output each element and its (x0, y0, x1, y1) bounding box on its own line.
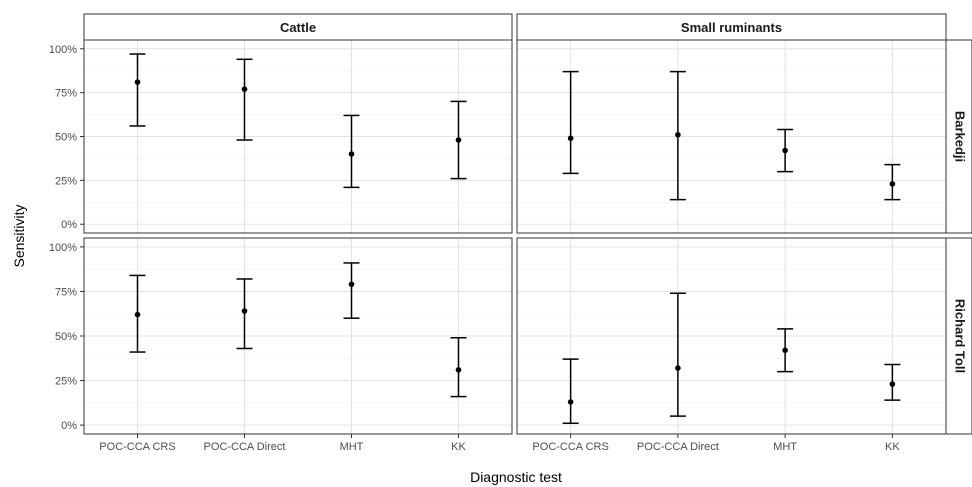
chart-area: Cattle Small ruminants Barkedji Richard Tol… (49, 13, 972, 453)
facet-row-strip-1 (945, 237, 972, 435)
facet-row-strip-0 (945, 39, 972, 234)
x-tick-label: POC-CCA Direct (204, 441, 286, 453)
facet-strip-0 (83, 13, 513, 41)
y-tick-label: 25% (55, 175, 77, 187)
y-axis-title: Sensitivity (11, 204, 27, 267)
x-tick-label: KK (885, 441, 900, 453)
point-estimate-poc-cca-crs (567, 399, 574, 405)
panel-1-0 (83, 237, 513, 435)
point-estimate-kk (889, 381, 896, 387)
x-tick-label: POC-CCA CRS (99, 441, 175, 453)
y-tick-label: 0% (61, 420, 77, 432)
point-estimate-poc-cca-direct (675, 131, 681, 138)
point-estimate-kk (889, 181, 896, 187)
point-estimate-poc-cca-direct (241, 86, 248, 92)
point-estimate-poc-cca-crs (134, 311, 141, 318)
y-tick-label: 25% (55, 376, 77, 388)
panel-0-1 (516, 39, 947, 234)
x-tick-label: MHT (340, 441, 364, 453)
y-tick-label: 0% (61, 219, 77, 231)
x-axis-title: Diagnostic test (470, 469, 562, 485)
facet-row-label-richard-toll: Richard Toll (953, 299, 968, 373)
point-estimate-poc-cca-crs (134, 79, 141, 85)
y-tick-label: 100% (49, 44, 77, 56)
x-tick-label: POC-CCA CRS (532, 441, 608, 453)
facet-label-cattle: Cattle (280, 20, 316, 35)
y-tick-label: 100% (49, 242, 77, 254)
facet-strip-1 (516, 13, 947, 41)
point-estimate-kk (455, 367, 462, 373)
facet-row-label-barkedji: Barkedji (953, 111, 968, 162)
point-estimate-mht (782, 147, 788, 154)
panel-border (516, 237, 947, 435)
facet-label-small-ruminants: Small ruminants (681, 20, 782, 35)
y-tick-label: 75% (55, 88, 77, 100)
x-tick-label: POC-CCA Direct (637, 441, 719, 453)
point-estimate-poc-cca-direct (675, 365, 681, 371)
panel-0-0 (83, 39, 513, 234)
y-tick-label: 50% (55, 132, 77, 144)
panel-border (516, 39, 947, 234)
point-estimate-poc-cca-crs (567, 135, 574, 142)
point-estimate-mht (348, 281, 355, 288)
x-tick-label: KK (451, 441, 466, 453)
y-tick-label: 50% (55, 331, 77, 343)
x-tick-label: MHT (773, 441, 797, 453)
point-estimate-poc-cca-direct (241, 308, 248, 314)
y-tick-label: 75% (55, 286, 77, 298)
point-estimate-kk (455, 137, 462, 143)
point-estimate-mht (782, 347, 788, 354)
point-estimate-mht (348, 151, 355, 157)
panel-1-1 (516, 237, 947, 435)
